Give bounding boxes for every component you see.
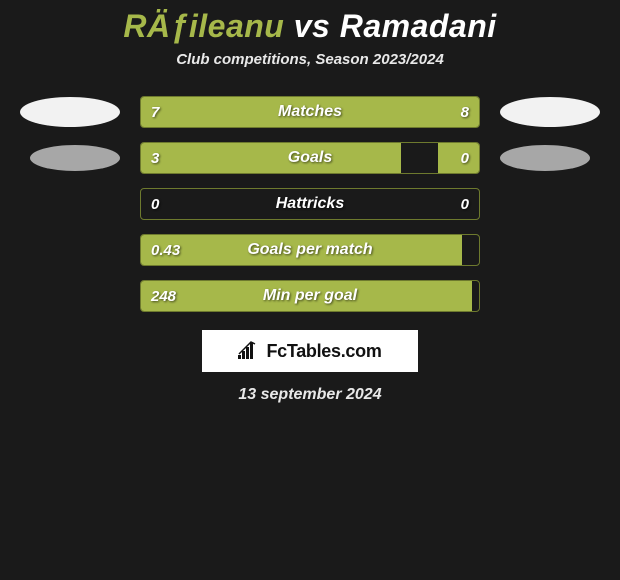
bar-chart-icon [238,341,260,361]
stat-row: 78Matches [0,96,620,128]
stat-row: 30Goals [0,142,620,174]
stat-bar: 0 0Hattricks [140,188,480,220]
stat-row: 248Min per goal [0,280,620,312]
bar-fill-left [141,143,401,173]
bar-fill-right [300,97,479,127]
stats-list: 78Matches 30Goals 0 0Hattricks 0.43Goals per… [0,96,620,312]
comparison-card: RÄƒileanu vs Ramadani Club competitions,… [0,0,620,404]
stat-row: 0.43Goals per match [0,234,620,266]
bar-fill-left [141,235,462,265]
player2-badge [500,97,600,127]
vs-text: vs [294,8,331,44]
stat-bar: 248Min per goal [140,280,480,312]
stat-label: Hattricks [141,189,479,219]
player1-badge [30,145,120,171]
date-line: 13 september 2024 [0,386,620,404]
player1-name: RÄƒileanu [123,8,284,44]
player1-badge [20,97,120,127]
player2-name: Ramadani [340,8,497,44]
stat-bar: 78Matches [140,96,480,128]
bar-fill-right [438,143,479,173]
stat-row: 0 0Hattricks [0,188,620,220]
bar-fill-left [141,281,472,311]
stat-value-right: 0 [461,189,469,219]
player2-badge [500,145,590,171]
subtitle: Club competitions, Season 2023/2024 [0,51,620,68]
brand-text: FcTables.com [266,341,381,362]
bar-fill-left [141,97,300,127]
brand-box[interactable]: FcTables.com [202,330,418,372]
page-title: RÄƒileanu vs Ramadani [0,8,620,45]
stat-bar: 30Goals [140,142,480,174]
stat-value-left: 0 [151,189,159,219]
stat-bar: 0.43Goals per match [140,234,480,266]
